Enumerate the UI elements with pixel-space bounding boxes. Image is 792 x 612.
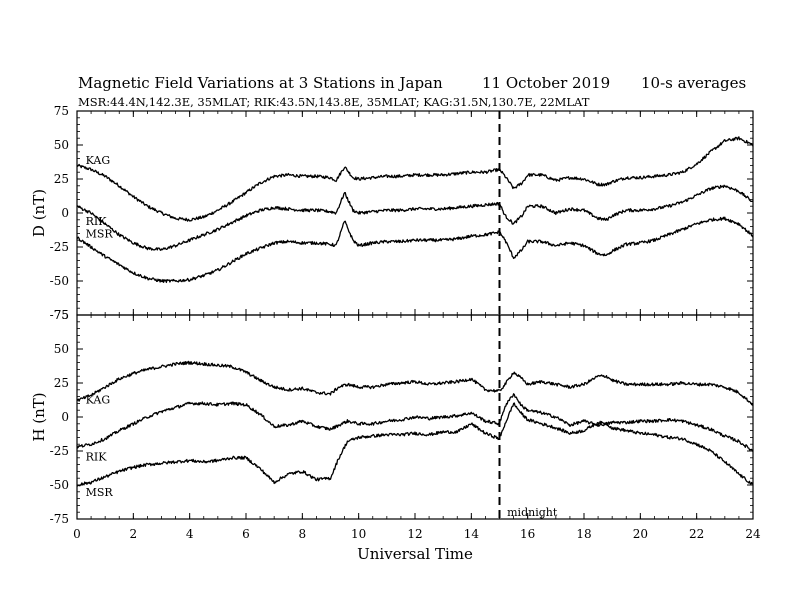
y-tick-label: -25 [50, 240, 69, 254]
x-tick-label: 22 [689, 527, 704, 541]
x-tick-label: 16 [520, 527, 535, 541]
x-tick-label: 8 [299, 527, 307, 541]
x-tick-label: 18 [576, 527, 591, 541]
chart-averaging: 10-s averages [641, 74, 746, 92]
series-line-msr [76, 216, 754, 284]
x-tick-label: 2 [130, 527, 138, 541]
x-tick-label: 20 [633, 527, 648, 541]
series-line-rik [76, 393, 754, 452]
y-tick-label: 25 [54, 376, 69, 390]
x-tick-label: 24 [745, 527, 761, 541]
series-label-kag: KAG [86, 154, 111, 167]
y-tick-label: 25 [54, 172, 69, 186]
y-tick-label: -50 [50, 478, 69, 492]
y-axis-title: H (nT) [30, 392, 48, 441]
station-info: MSR:44.4N,142.3E, 35MLAT; RIK:43.5N,143.… [78, 95, 590, 109]
x-axis-title: Universal Time [357, 545, 473, 563]
series-label-rik: RIK [86, 215, 108, 228]
series-label-msr: MSR [86, 486, 114, 499]
midnight-label: midnight [507, 506, 558, 519]
y-tick-label: -25 [50, 444, 69, 458]
x-tick-label: 6 [242, 527, 250, 541]
x-tick-label: 10 [351, 527, 366, 541]
y-tick-label: 75 [54, 308, 69, 322]
y-tick-label: -50 [50, 274, 69, 288]
series-label-rik: RIK [86, 450, 108, 463]
series-line-kag [76, 136, 754, 222]
x-tick-label: 14 [464, 527, 480, 541]
series-line-kag [76, 360, 754, 407]
y-tick-label: 0 [61, 410, 69, 424]
x-tick-label: 12 [407, 527, 422, 541]
y-tick-label: 50 [54, 138, 69, 152]
chart-date: 11 October 2019 [482, 74, 610, 92]
series-line-msr [76, 402, 754, 487]
y-tick-label: -75 [50, 308, 69, 322]
series-label-kag: KAG [86, 393, 111, 406]
y-tick-label: -75 [50, 512, 69, 526]
y-tick-label: 0 [61, 206, 69, 220]
panel-frame [76, 110, 754, 316]
series-line-rik [76, 184, 754, 251]
x-tick-label: 0 [73, 527, 81, 541]
y-tick-label: 50 [54, 342, 69, 356]
y-tick-label: 75 [54, 104, 69, 118]
y-axis-title: D (nT) [30, 189, 48, 237]
x-tick-label: 4 [186, 527, 194, 541]
chart-title: Magnetic Field Variations at 3 Stations … [78, 74, 443, 92]
series-label-msr: MSR [86, 227, 114, 240]
